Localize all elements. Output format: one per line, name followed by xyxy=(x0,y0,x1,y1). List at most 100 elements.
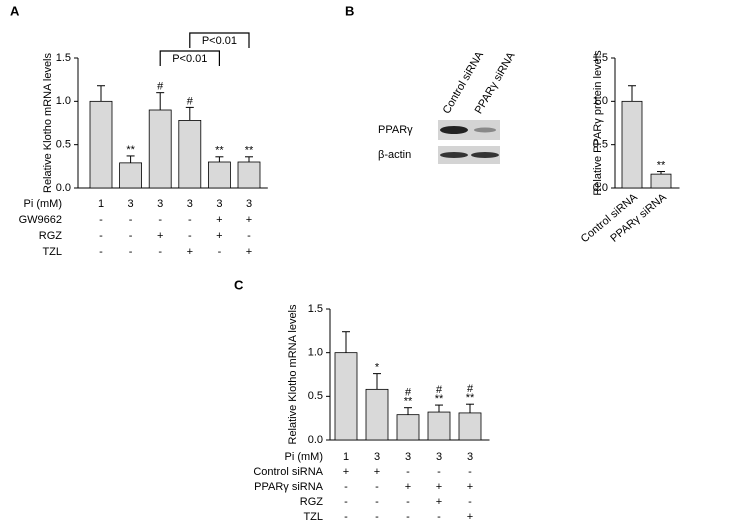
row-value: - xyxy=(188,230,192,242)
bar xyxy=(89,100,113,189)
y-tick-label: 0.0 xyxy=(593,182,608,194)
bar xyxy=(207,161,231,189)
row-value: + xyxy=(157,230,163,242)
row-value: + xyxy=(246,246,252,258)
bar xyxy=(621,100,643,189)
row-value: + xyxy=(405,481,411,493)
row-label: PPARγ siRNA xyxy=(254,481,324,493)
bracket-label: P<0.01 xyxy=(202,35,237,47)
row-value: - xyxy=(375,496,379,508)
row-value: - xyxy=(344,511,348,523)
significance-marker: ** xyxy=(466,392,475,404)
bar xyxy=(148,109,172,189)
y-tick-label: 1.0 xyxy=(308,347,323,359)
row-label: TZL xyxy=(42,246,62,258)
row-value: + xyxy=(246,214,252,226)
row-value: 3 xyxy=(157,198,163,210)
panel-letter: C xyxy=(234,277,244,292)
panel-letter: A xyxy=(10,3,20,18)
row-value: 3 xyxy=(405,451,411,463)
blot-strip xyxy=(438,146,500,164)
bar xyxy=(365,388,389,441)
row-value: + xyxy=(216,230,222,242)
row-value: - xyxy=(188,214,192,226)
blot-row-label: β-actin xyxy=(378,149,411,161)
bar xyxy=(119,162,142,189)
y-tick-label: 1.0 xyxy=(593,95,608,107)
row-value: - xyxy=(406,466,410,478)
row-label: Control siRNA xyxy=(253,466,323,478)
blot-band xyxy=(440,152,468,158)
row-label: RGZ xyxy=(300,496,324,508)
bracket-label: P<0.01 xyxy=(172,53,207,65)
row-label: Pi (mM) xyxy=(24,198,63,210)
blot-row-label: PPARγ xyxy=(378,124,413,136)
row-value: - xyxy=(158,246,162,258)
row-value: - xyxy=(437,466,441,478)
row-value: - xyxy=(375,511,379,523)
row-value: - xyxy=(158,214,162,226)
significance-marker: # xyxy=(467,383,474,395)
row-value: + xyxy=(436,496,442,508)
bar xyxy=(427,411,451,441)
significance-marker: # xyxy=(436,384,443,396)
row-value: + xyxy=(187,246,193,258)
row-label: RGZ xyxy=(39,230,63,242)
y-tick-label: 0.5 xyxy=(56,139,71,151)
y-tick-label: 1.5 xyxy=(593,52,608,64)
row-value: + xyxy=(436,481,442,493)
row-value: + xyxy=(343,466,349,478)
row-value: 3 xyxy=(374,451,380,463)
y-tick-label: 1.5 xyxy=(308,303,323,315)
bar xyxy=(334,352,358,441)
row-value: + xyxy=(216,214,222,226)
significance-marker: ** xyxy=(435,393,444,405)
significance-marker: ** xyxy=(404,396,413,408)
row-value: 1 xyxy=(98,198,104,210)
row-label: TZL xyxy=(303,511,323,523)
row-value: + xyxy=(374,466,380,478)
row-value: 3 xyxy=(467,451,473,463)
row-value: - xyxy=(129,214,133,226)
significance-marker: # xyxy=(187,95,194,107)
y-tick-label: 1.0 xyxy=(56,95,71,107)
significance-marker: ** xyxy=(215,145,224,157)
row-value: - xyxy=(218,246,222,258)
y-axis-label: Relative Klotho mRNA levels xyxy=(287,304,299,445)
row-value: 1 xyxy=(343,451,349,463)
row-value: 3 xyxy=(128,198,134,210)
row-label: Pi (mM) xyxy=(285,451,324,463)
row-value: - xyxy=(99,246,103,258)
y-tick-label: 1.5 xyxy=(56,52,71,64)
bar xyxy=(396,414,420,441)
significance-marker: # xyxy=(405,387,412,399)
significance-marker: * xyxy=(375,362,380,374)
row-label: GW9662 xyxy=(19,214,62,226)
row-value: - xyxy=(406,496,410,508)
blot-band xyxy=(471,152,499,158)
row-value: - xyxy=(129,230,133,242)
bracket xyxy=(159,50,220,66)
significance-marker: ** xyxy=(126,144,135,156)
row-value: - xyxy=(406,511,410,523)
bracket xyxy=(189,32,250,48)
row-value: + xyxy=(467,511,473,523)
y-tick-label: 0.5 xyxy=(308,390,323,402)
blot-strip xyxy=(438,120,500,140)
significance-marker: ** xyxy=(657,159,666,171)
row-value: - xyxy=(99,230,103,242)
y-tick-label: 0.0 xyxy=(56,182,71,194)
row-value: - xyxy=(468,496,472,508)
panel-letter: B xyxy=(345,3,354,18)
significance-marker: # xyxy=(157,81,164,93)
row-value: - xyxy=(129,246,133,258)
bar xyxy=(458,412,482,441)
bar xyxy=(237,161,261,189)
row-value: - xyxy=(344,496,348,508)
y-axis-label: Relative PPARγ protein levels xyxy=(592,50,604,196)
row-value: - xyxy=(344,481,348,493)
blot-band xyxy=(474,127,496,133)
row-value: 3 xyxy=(246,198,252,210)
blot-band xyxy=(440,126,468,134)
